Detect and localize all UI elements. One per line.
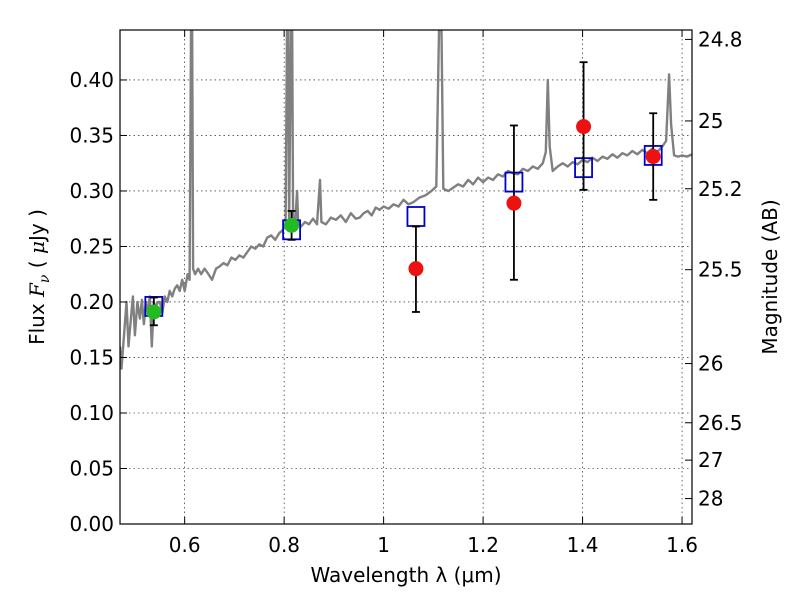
right-tick-label: 25: [698, 109, 723, 133]
y-axis-label-unit-rest: Jy ): [25, 209, 49, 243]
axis-ticks: 0.6 0.8 1 1.2 1.4 1.6 0.00 0.05 0.10 0.15 0.20 0.25…: [69, 27, 742, 557]
x-axis-label: Wavelength λ (μm): [310, 563, 501, 587]
y-tick-label: 0.20: [69, 290, 114, 314]
y-axis-label-unit-mu: μ: [25, 241, 49, 254]
right-axis-label: Magnitude (AB): [758, 199, 782, 354]
y-tick-label: 0.35: [69, 123, 114, 147]
right-tick-label: 25.5: [698, 258, 743, 282]
right-tick-label: 28: [698, 487, 723, 511]
y-axis-label: Flux Fν ( μJy ): [25, 209, 53, 345]
observed-point: [408, 261, 424, 277]
y-axis-label-prefix: Flux: [25, 297, 49, 345]
y-axis-label-unit-open: (: [25, 254, 49, 275]
right-tick-label: 27: [698, 448, 723, 472]
y-axis-label-symbol: F: [25, 282, 49, 298]
plot-data: [120, 30, 692, 370]
y-tick-label: 0.05: [69, 456, 114, 480]
right-tick-label: 25.2: [698, 177, 743, 201]
x-tick-label: 1.4: [567, 533, 599, 557]
x-tick-label: 1: [377, 533, 390, 557]
x-tick-label: 1.6: [666, 533, 698, 557]
observed-point: [645, 149, 661, 165]
observed-point: [506, 195, 522, 211]
observed-point: [284, 217, 300, 233]
spectrum-line: [120, 30, 692, 370]
x-tick-label: 0.6: [169, 533, 201, 557]
y-tick-label: 0.40: [69, 68, 114, 92]
right-tick-label: 26: [698, 352, 723, 376]
right-tick-label: 24.8: [698, 27, 743, 51]
y-tick-label: 0.10: [69, 401, 114, 425]
y-tick-label: 0.30: [69, 179, 114, 203]
observed-point: [576, 119, 592, 135]
y-tick-label: 0.00: [69, 512, 114, 536]
x-tick-label: 1.2: [467, 533, 499, 557]
right-tick-label: 26.5: [698, 411, 743, 435]
y-tick-label: 0.15: [69, 345, 114, 369]
y-axis-label-subscript: ν: [37, 274, 53, 283]
plot-frame: [119, 29, 693, 525]
y-tick-label: 0.25: [69, 234, 114, 258]
observed-point: [146, 304, 162, 320]
x-tick-label: 0.8: [268, 533, 300, 557]
